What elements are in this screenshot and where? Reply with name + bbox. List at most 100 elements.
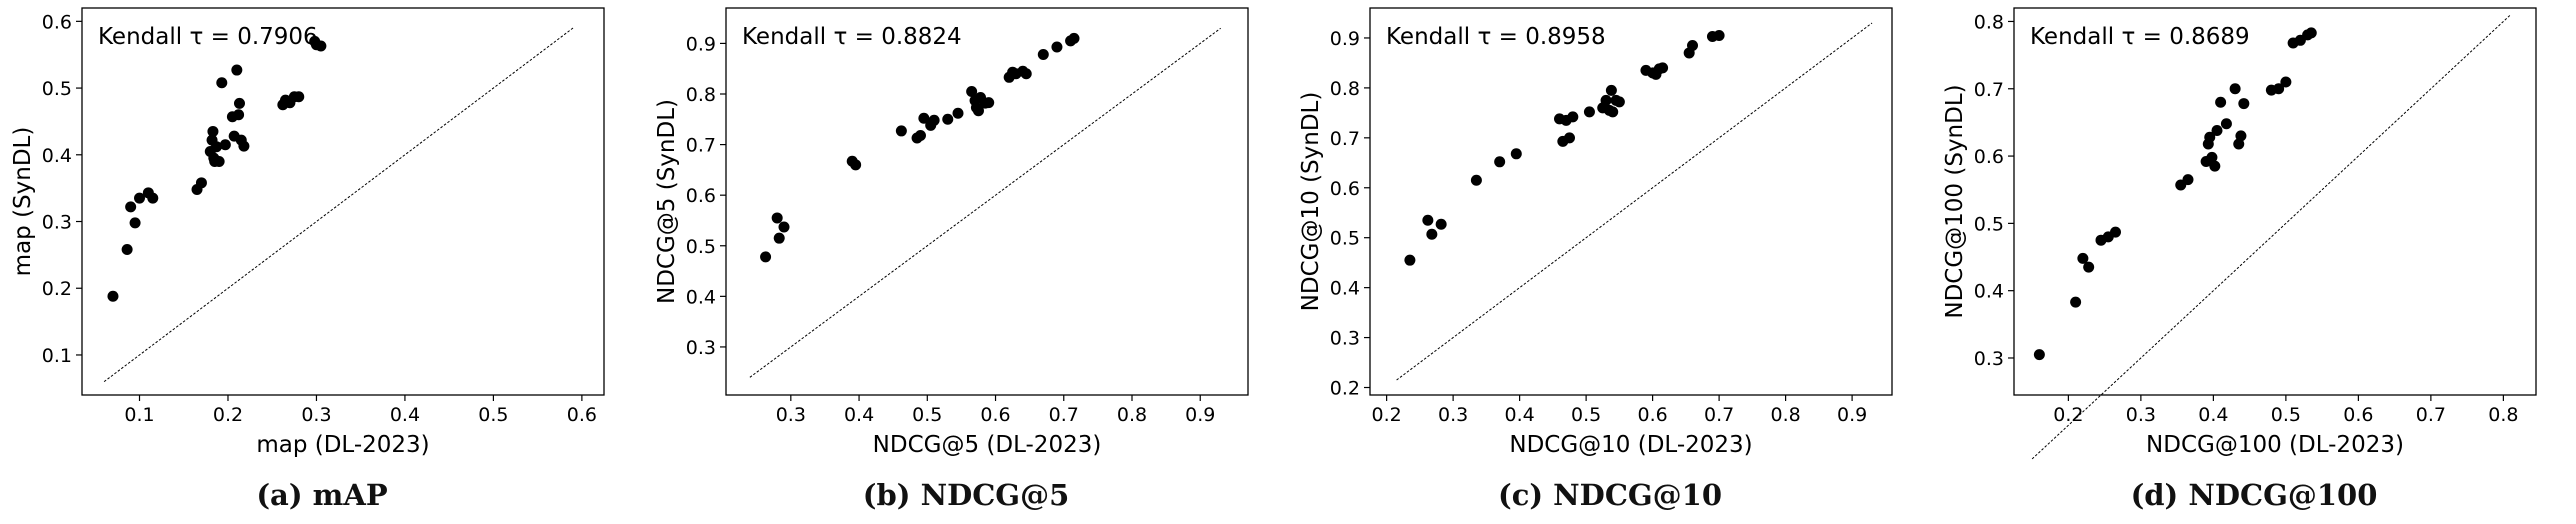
y-tick-label: 0.6 [686, 185, 716, 207]
data-point [2206, 151, 2218, 163]
y-tick-label: 0.8 [686, 84, 716, 106]
x-tick-label: 0.2 [2053, 404, 2083, 426]
identity-line [2031, 14, 2511, 460]
data-point [2070, 296, 2082, 308]
data-point [2280, 76, 2292, 88]
x-tick-label: 0.5 [1571, 404, 1601, 426]
x-tick-label: 0.7 [1704, 404, 1734, 426]
y-tick-label: 0.3 [42, 212, 72, 234]
data-point [2215, 96, 2227, 108]
identity-line [103, 27, 574, 383]
x-axis-label: NDCG@100 (DL-2023) [2146, 432, 2404, 458]
kendall-tau-annotation: Kendall τ = 0.7906 [98, 24, 318, 50]
data-point [983, 97, 995, 109]
x-tick-label: 0.4 [1505, 404, 1535, 426]
data-point [2211, 124, 2223, 136]
data-point [1435, 218, 1447, 230]
y-tick-label: 0.9 [1330, 28, 1360, 50]
data-point [773, 232, 785, 244]
data-point [914, 129, 926, 141]
panel-ndcg5: 0.3 0.4 0.5 0.6 0.7 0.8 0.9 0.3 0.4 0.5 0.6 0.7 0.8 0… [644, 0, 1288, 524]
identity-line [749, 27, 1222, 378]
caption-ndcg10: (c) NDCG@10 [1497, 478, 1723, 512]
y-tick-label: 0.4 [686, 286, 716, 308]
data-point [134, 192, 146, 204]
panel-map: 0.1 0.2 0.3 0.4 0.5 0.6 0.1 0.2 0.3 0.4 0.5 0.6 map … [0, 0, 644, 524]
data-point [213, 155, 225, 167]
data-point [231, 64, 243, 76]
y-tick-label: 0.4 [42, 145, 72, 167]
data-point [207, 125, 219, 137]
data-point [315, 40, 327, 52]
data-point [760, 251, 772, 263]
data-point [1607, 106, 1619, 118]
data-point [2305, 27, 2317, 39]
plot-frame [1369, 7, 1893, 396]
panel-ndcg10: 0.2 0.3 0.4 0.5 0.6 0.7 0.8 0.9 0.2 0.3 0.4 0.5 0.6 0… [1288, 0, 1932, 524]
x-tick-label: 0.6 [2343, 404, 2373, 426]
x-tick-label: 0.5 [2271, 404, 2301, 426]
x-tick-label: 0.6 [1638, 404, 1668, 426]
panel-ndcg100: 0.2 0.3 0.4 0.5 0.6 0.7 0.8 0.3 0.4 0.5 0.6 0.7 0.8 N… [1932, 0, 2576, 524]
data-point [107, 290, 119, 302]
x-tick-label: 0.3 [2126, 404, 2156, 426]
x-axis-label: map (DL-2023) [256, 432, 429, 458]
identity-line [1396, 22, 1873, 381]
x-tick-label: 0.5 [478, 404, 508, 426]
data-point [850, 159, 862, 171]
x-tick-label: 0.4 [390, 404, 420, 426]
data-point [1020, 68, 1032, 80]
plot-frame [725, 7, 1249, 396]
x-tick-label: 0.6 [980, 404, 1010, 426]
data-point [952, 107, 964, 119]
data-point [219, 139, 231, 151]
y-tick-label: 0.5 [1974, 213, 2004, 235]
data-point [2209, 160, 2221, 172]
y-tick-label: 0.7 [1330, 128, 1360, 150]
y-axis-label: NDCG@100 (SynDL) [1942, 84, 1968, 318]
y-axis-label: map (SynDL) [10, 127, 36, 277]
data-point [2235, 130, 2247, 142]
data-point [972, 105, 984, 117]
scatter-plot-ndcg100: 0.2 0.3 0.4 0.5 0.6 0.7 0.8 0.3 0.4 0.5 0.6 0.7 0.8 N… [1942, 7, 2537, 460]
data-point [771, 212, 783, 224]
data-point [233, 97, 245, 109]
data-point [216, 77, 228, 89]
y-tick-label: 0.4 [1330, 278, 1360, 300]
data-point [1510, 148, 1522, 160]
x-tick-label: 0.2 [1372, 404, 1402, 426]
data-point [1605, 84, 1617, 96]
data-point [2083, 261, 2095, 273]
caption-ndcg100: (d) NDCG@100 [2130, 478, 2378, 512]
data-point [2220, 118, 2232, 130]
data-point [2182, 174, 2194, 186]
x-tick-label: 0.3 [776, 404, 806, 426]
kendall-tau-annotation: Kendall τ = 0.8824 [742, 24, 962, 50]
data-point [125, 201, 137, 213]
data-point [1613, 96, 1625, 108]
scatter-plot-map: 0.1 0.2 0.3 0.4 0.5 0.6 0.1 0.2 0.3 0.4 0.5 0.6 map … [10, 7, 605, 458]
y-tick-label: 0.6 [42, 11, 72, 33]
data-point [233, 109, 245, 121]
data-point [2273, 83, 2285, 95]
x-tick-label: 0.8 [2488, 404, 2518, 426]
y-axis-label: NDCG@10 (SynDL) [1298, 92, 1324, 312]
data-point [2229, 83, 2241, 95]
data-point [2033, 349, 2045, 361]
data-point [1068, 32, 1080, 44]
x-axis-label: NDCG@10 (DL-2023) [1509, 432, 1752, 458]
y-tick-label: 0.9 [686, 33, 716, 55]
y-tick-label: 0.3 [1974, 348, 2004, 370]
y-tick-label: 0.5 [1330, 228, 1360, 250]
y-tick-label: 0.5 [42, 78, 72, 100]
y-tick-label: 0.7 [686, 135, 716, 157]
x-tick-label: 0.6 [567, 404, 597, 426]
data-point [121, 244, 133, 256]
y-tick-label: 0.2 [1330, 378, 1360, 400]
y-tick-label: 0.8 [1974, 11, 2004, 33]
x-tick-label: 0.8 [1117, 404, 1147, 426]
data-point [1051, 41, 1063, 53]
kendall-tau-annotation: Kendall τ = 0.8689 [2030, 24, 2250, 50]
plot-frame [2013, 7, 2537, 396]
